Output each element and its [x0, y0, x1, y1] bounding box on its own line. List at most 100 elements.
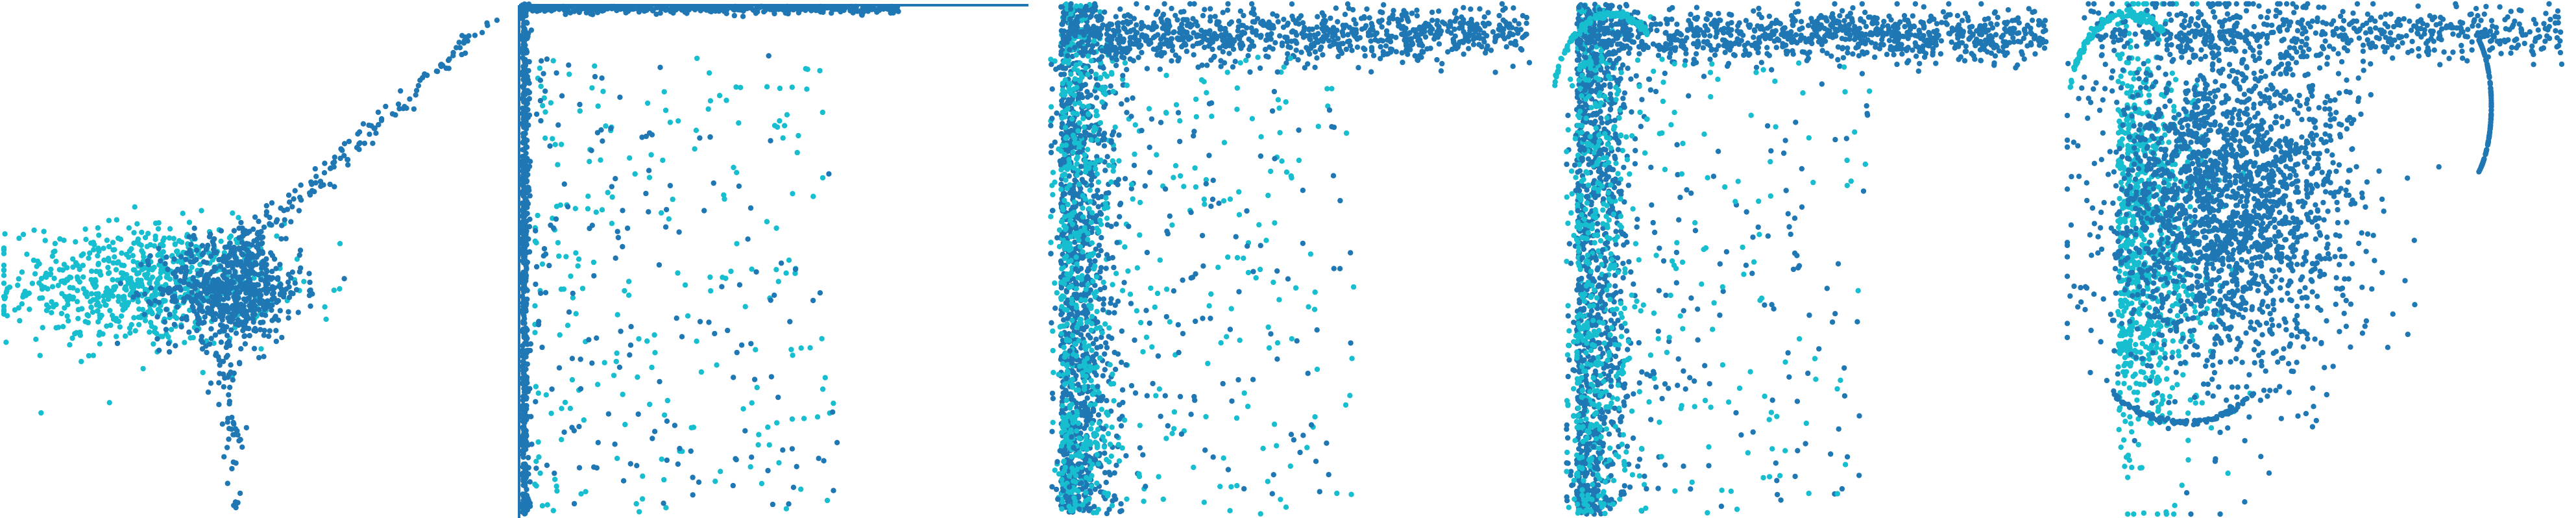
scatter-point — [107, 308, 113, 314]
scatter-point — [820, 109, 826, 116]
scatter-point — [244, 247, 250, 253]
scatter-point — [245, 278, 251, 284]
scatter-point — [173, 269, 178, 275]
scatter-point — [40, 325, 45, 330]
scatter-point — [161, 235, 167, 241]
scatter-point — [208, 231, 213, 238]
scatter-point — [422, 71, 428, 77]
scatter-point — [524, 506, 530, 512]
scatter-point — [1097, 75, 1103, 82]
scatter-point — [172, 241, 178, 247]
scatter-point — [1124, 18, 1130, 25]
scatter-point — [138, 242, 144, 248]
scatter-point — [413, 88, 420, 93]
scatter-point — [222, 244, 228, 251]
scatter-point — [3, 290, 9, 295]
scatter-point — [1335, 19, 1341, 25]
scatter-point — [1105, 412, 1111, 418]
scatter-point — [524, 204, 530, 210]
scatter-point — [755, 442, 761, 448]
scatter-point — [1, 262, 7, 268]
scatter-point — [522, 511, 528, 517]
scatter-point — [520, 426, 526, 432]
scatter-point — [520, 47, 526, 53]
scatter-point — [1058, 71, 1064, 78]
scatter-point — [1089, 240, 1095, 246]
scatter-point — [790, 352, 796, 358]
scatter-point — [152, 220, 159, 227]
scatter-point — [221, 258, 226, 264]
scatter-point — [1065, 53, 1071, 59]
scatter-point — [1062, 381, 1068, 388]
scatter-point — [520, 147, 526, 153]
scatter-point — [869, 6, 875, 12]
scatter-point — [658, 210, 664, 216]
scatter-point — [27, 306, 32, 312]
scatter-point — [241, 303, 247, 309]
scatter-point — [820, 175, 826, 181]
scatter-point — [1161, 1, 1167, 7]
scatter-point — [520, 454, 526, 460]
scatter-point — [519, 10, 525, 16]
scatter-point — [1500, 17, 1506, 23]
scatter-point — [138, 277, 144, 284]
scatter-point — [239, 240, 245, 245]
scatter-point — [1069, 301, 1075, 306]
scatter-point — [289, 269, 295, 275]
scatter-point — [216, 256, 222, 263]
scatter-point — [331, 288, 337, 293]
scatter-point — [288, 219, 294, 225]
scatter-point — [156, 347, 162, 353]
scatter-point — [1067, 218, 1073, 224]
scatter-point — [667, 119, 674, 125]
scatter-point — [820, 386, 826, 392]
scatter-point — [49, 284, 56, 290]
scatter-point — [1118, 423, 1124, 429]
scatter-point — [1063, 177, 1069, 183]
scatter-point — [256, 272, 261, 278]
scatter-point — [719, 284, 725, 290]
scatter-point — [798, 345, 804, 351]
scatter-point — [550, 58, 556, 64]
scatter-point — [589, 360, 595, 366]
scatter-point — [67, 284, 73, 291]
scatter-point — [372, 125, 378, 131]
scatter-point — [204, 260, 210, 265]
scatter-point — [398, 88, 404, 94]
scatter-point — [1062, 77, 1069, 83]
scatter-point — [520, 38, 527, 44]
scatter-point — [1071, 199, 1077, 205]
scatter-point — [147, 241, 153, 248]
scatter-point — [226, 392, 232, 398]
scatter-point — [274, 217, 280, 223]
scatter-point — [662, 224, 669, 230]
scatter-point — [210, 299, 215, 305]
scatter-point — [740, 14, 746, 19]
scatter-point — [650, 436, 655, 441]
scatter-point — [813, 7, 819, 14]
scatter-point — [557, 332, 563, 338]
scatter-point — [286, 315, 291, 321]
scatter-point — [110, 260, 116, 266]
scatter-point — [644, 100, 651, 106]
scatter-point — [38, 410, 44, 416]
scatter-point — [1106, 162, 1112, 168]
scatter-point — [232, 291, 238, 297]
scatter-point — [520, 349, 527, 354]
scatter-point — [773, 267, 779, 273]
scatter-point — [1088, 297, 1093, 303]
scatter-point — [151, 243, 158, 249]
scatter-point — [749, 266, 755, 272]
scatter-point — [600, 138, 605, 144]
scatter-point — [313, 180, 319, 186]
scatter-point — [1060, 403, 1065, 409]
scatter-point — [1125, 268, 1131, 274]
scatter-point — [598, 157, 603, 163]
scatter-point — [39, 295, 45, 301]
scatter-point — [1111, 264, 1117, 271]
scatter-point — [228, 369, 234, 375]
scatter-point — [1081, 124, 1088, 130]
scatter-point — [1062, 152, 1067, 158]
scatter-point — [357, 140, 363, 146]
scatter-point — [562, 399, 568, 406]
